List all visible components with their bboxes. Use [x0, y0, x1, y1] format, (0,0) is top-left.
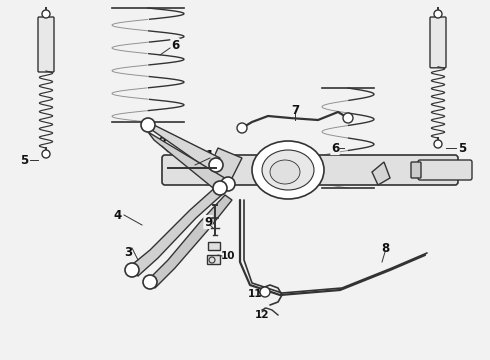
FancyBboxPatch shape: [38, 17, 54, 72]
Circle shape: [209, 257, 215, 263]
Text: 12: 12: [255, 310, 269, 320]
Ellipse shape: [262, 150, 314, 190]
Circle shape: [434, 10, 442, 18]
FancyBboxPatch shape: [430, 17, 446, 68]
Polygon shape: [148, 195, 232, 288]
Polygon shape: [372, 162, 390, 185]
Text: 5: 5: [458, 141, 466, 154]
Circle shape: [143, 275, 157, 289]
Polygon shape: [128, 185, 225, 276]
Circle shape: [42, 150, 50, 158]
Text: 3: 3: [124, 246, 132, 258]
Circle shape: [42, 10, 50, 18]
Ellipse shape: [252, 141, 324, 199]
Text: 8: 8: [381, 242, 389, 255]
FancyBboxPatch shape: [418, 160, 472, 180]
Circle shape: [221, 177, 235, 191]
Text: 4: 4: [114, 208, 122, 221]
Text: 6: 6: [331, 141, 339, 154]
Circle shape: [343, 113, 353, 123]
FancyBboxPatch shape: [207, 255, 220, 264]
Circle shape: [260, 287, 270, 297]
Ellipse shape: [270, 160, 300, 184]
Circle shape: [237, 123, 247, 133]
Text: 6: 6: [171, 39, 179, 51]
Polygon shape: [148, 132, 228, 192]
Polygon shape: [148, 122, 220, 172]
Text: 7: 7: [291, 104, 299, 117]
Text: 5: 5: [20, 153, 28, 166]
Text: 9: 9: [204, 216, 212, 229]
Circle shape: [141, 118, 155, 132]
Text: 10: 10: [221, 251, 235, 261]
FancyBboxPatch shape: [411, 162, 421, 178]
Circle shape: [209, 158, 223, 172]
Text: 1: 1: [206, 149, 214, 162]
Text: 2: 2: [158, 135, 166, 149]
Circle shape: [125, 263, 139, 277]
FancyBboxPatch shape: [162, 155, 458, 185]
Circle shape: [213, 181, 227, 195]
Polygon shape: [206, 148, 242, 182]
Text: 11: 11: [248, 289, 262, 299]
FancyBboxPatch shape: [208, 242, 220, 250]
Circle shape: [434, 140, 442, 148]
